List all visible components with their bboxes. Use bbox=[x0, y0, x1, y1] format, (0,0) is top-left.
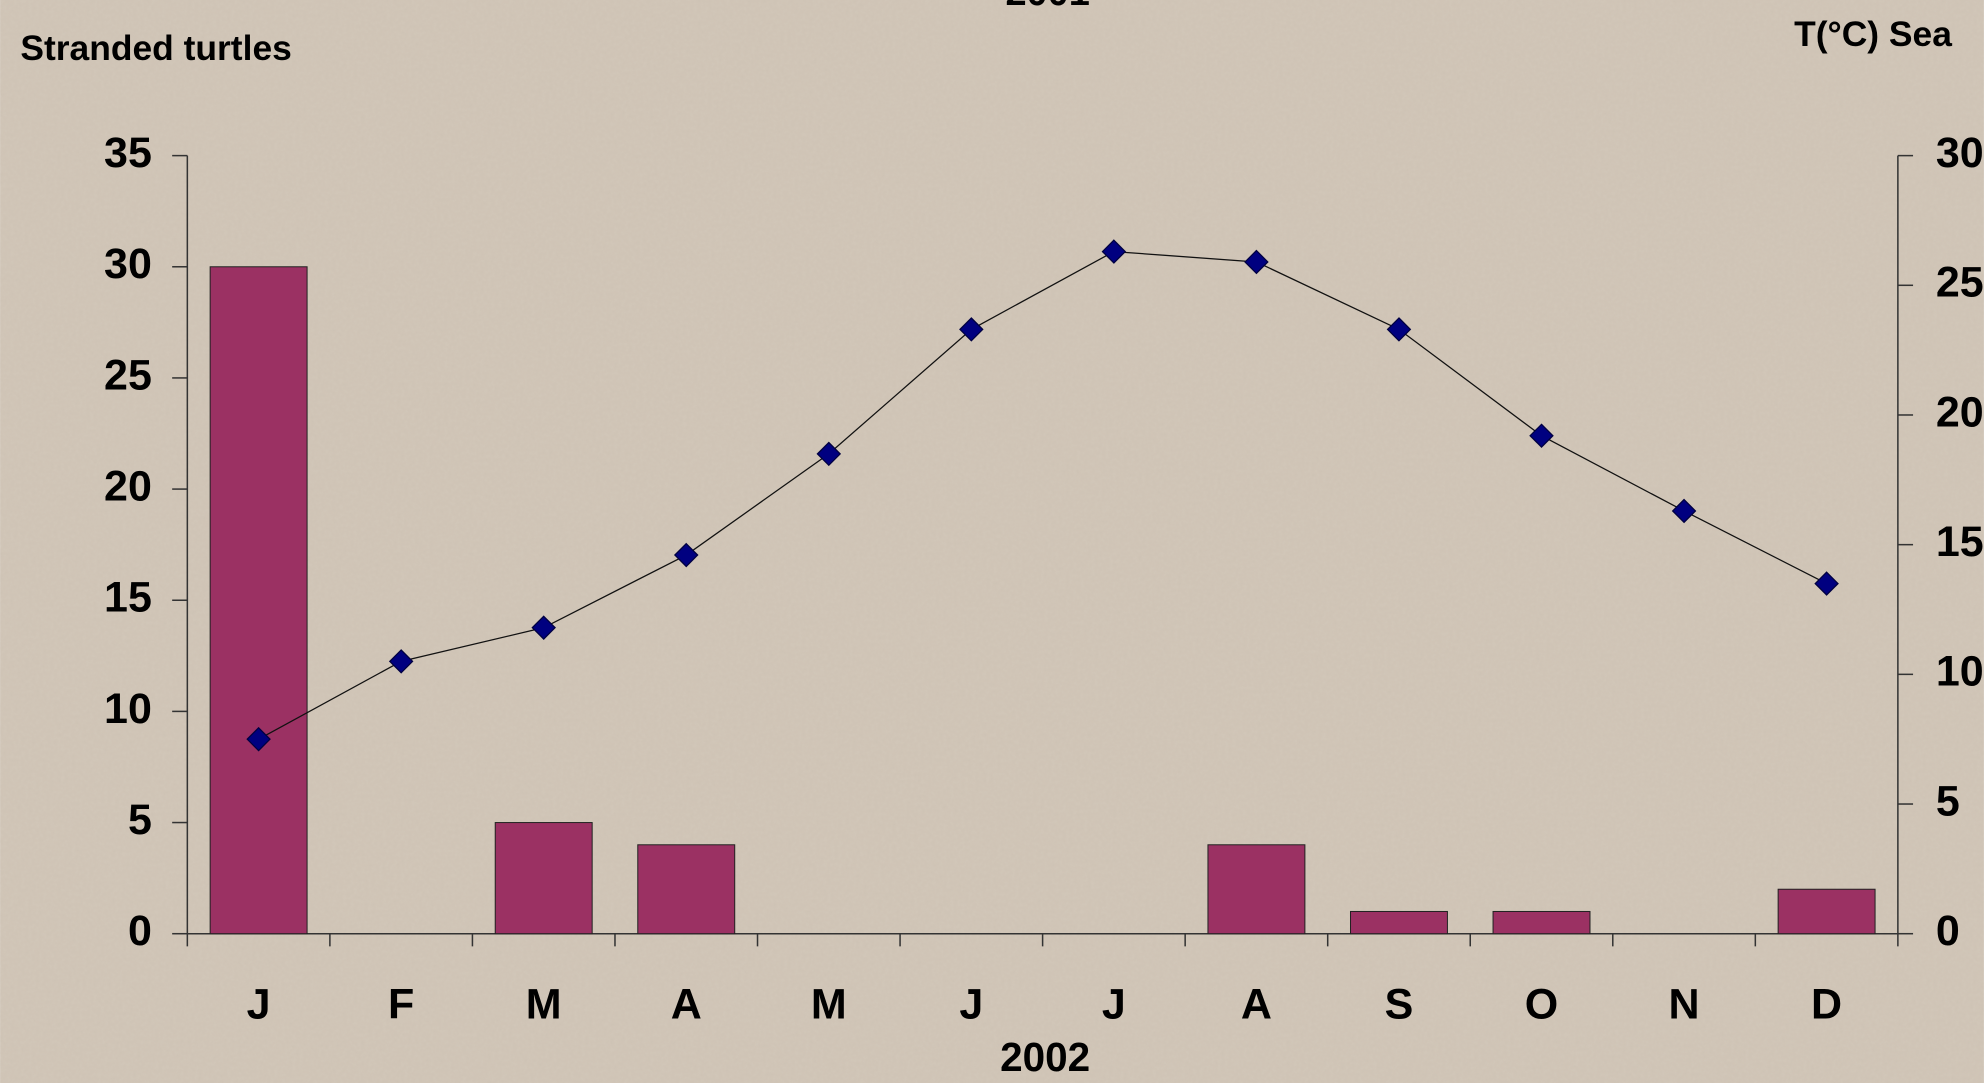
x-tick-label: M bbox=[526, 980, 562, 1028]
chart: 2001 Stranded turtles T(°C) Sea 2002 0 5 1… bbox=[0, 0, 1984, 1083]
x-tick-label: D bbox=[1811, 980, 1842, 1028]
y2-tick-label: 25 bbox=[1936, 259, 1984, 307]
y-tick-label: 15 bbox=[104, 574, 152, 622]
page: {"chart_data": {"type": "bar_line", "tit… bbox=[0, 0, 1984, 1083]
bar bbox=[1208, 845, 1305, 934]
y2-tick-label: 0 bbox=[1936, 907, 1960, 955]
y2-tick-label: 30 bbox=[1936, 129, 1984, 177]
x-tick-label: J bbox=[1102, 980, 1126, 1028]
x-tick-label: A bbox=[671, 980, 702, 1028]
y2-tick-label: 20 bbox=[1936, 388, 1984, 436]
y2-tick-label: 10 bbox=[1936, 648, 1984, 696]
bar bbox=[1493, 911, 1590, 933]
x-tick-label: J bbox=[247, 980, 271, 1028]
bar bbox=[210, 267, 307, 934]
y-axis-title: Stranded turtles bbox=[20, 28, 292, 68]
x-tick-label: N bbox=[1669, 980, 1700, 1028]
bar bbox=[1778, 889, 1875, 933]
x-tick-label: O bbox=[1525, 980, 1558, 1028]
y-tick-label: 35 bbox=[104, 129, 152, 177]
x-tick-label: F bbox=[388, 980, 414, 1028]
y-tick-label: 25 bbox=[104, 351, 152, 399]
bar bbox=[1351, 911, 1448, 933]
y2-tick-label: 5 bbox=[1936, 777, 1960, 825]
y-tick-label: 10 bbox=[104, 685, 152, 733]
y-tick-label: 20 bbox=[104, 462, 152, 510]
x-tick-label: J bbox=[959, 980, 983, 1028]
y-tick-label: 5 bbox=[128, 796, 152, 844]
x-axis-title: 2002 bbox=[1000, 1034, 1090, 1080]
chart-title: 2001 bbox=[1005, 0, 1089, 14]
bar bbox=[638, 845, 735, 934]
y2-axis-title: T(°C) Sea bbox=[1794, 14, 1952, 54]
x-tick-label: S bbox=[1385, 980, 1414, 1028]
y-tick-label: 0 bbox=[128, 907, 152, 955]
x-tick-label: M bbox=[811, 980, 847, 1028]
y2-tick-label: 15 bbox=[1936, 518, 1984, 566]
x-tick-label: A bbox=[1241, 980, 1272, 1028]
bar bbox=[495, 823, 592, 934]
y-tick-label: 30 bbox=[104, 240, 152, 288]
